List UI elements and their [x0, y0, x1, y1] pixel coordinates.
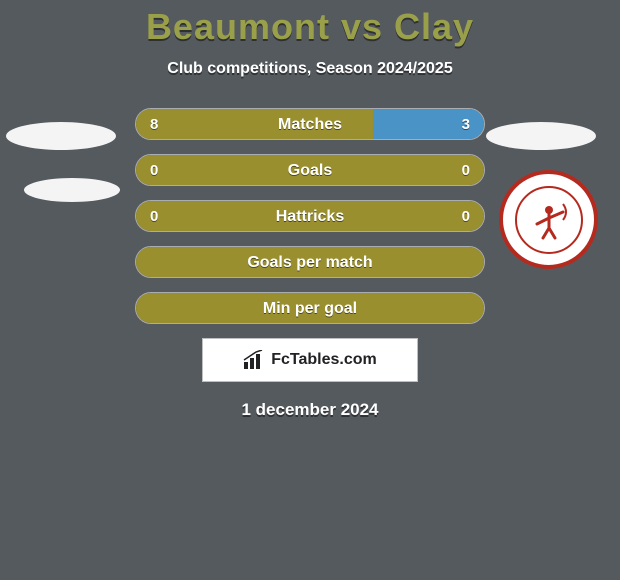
player-placeholder-right — [486, 122, 596, 150]
subtitle: Club competitions, Season 2024/2025 — [0, 60, 620, 78]
chart-icon — [243, 350, 265, 370]
attribution-text: FcTables.com — [271, 351, 377, 369]
stat-left-value: 8 — [136, 116, 172, 133]
stat-left-value: 0 — [136, 162, 172, 179]
stat-right-value: 0 — [448, 208, 484, 225]
stat-right-segment: 0 — [310, 201, 484, 231]
attribution-box: FcTables.com — [202, 338, 418, 382]
stat-left-value: 0 — [136, 208, 172, 225]
stat-right-segment: 3 — [373, 109, 484, 139]
player-placeholder-left-2 — [24, 178, 120, 202]
stat-row: 00Hattricks — [135, 200, 485, 232]
stat-row: Goals per match — [135, 246, 485, 278]
date-text: 1 december 2024 — [0, 400, 620, 420]
stat-left-segment: 0 — [136, 155, 310, 185]
club-badge — [499, 170, 598, 269]
stat-row: Min per goal — [135, 292, 485, 324]
page-title: Beaumont vs Clay — [0, 0, 620, 48]
stat-right-value: 0 — [448, 162, 484, 179]
archer-icon — [529, 200, 569, 240]
stat-right-value: 3 — [448, 116, 484, 133]
stat-left-segment — [136, 293, 484, 323]
stat-row: 83Matches — [135, 108, 485, 140]
stat-left-segment — [136, 247, 484, 277]
club-badge-inner — [515, 186, 583, 254]
stat-right-segment: 0 — [310, 155, 484, 185]
stat-row: 00Goals — [135, 154, 485, 186]
stat-left-segment: 0 — [136, 201, 310, 231]
player-placeholder-left-1 — [6, 122, 116, 150]
stat-left-segment: 8 — [136, 109, 373, 139]
